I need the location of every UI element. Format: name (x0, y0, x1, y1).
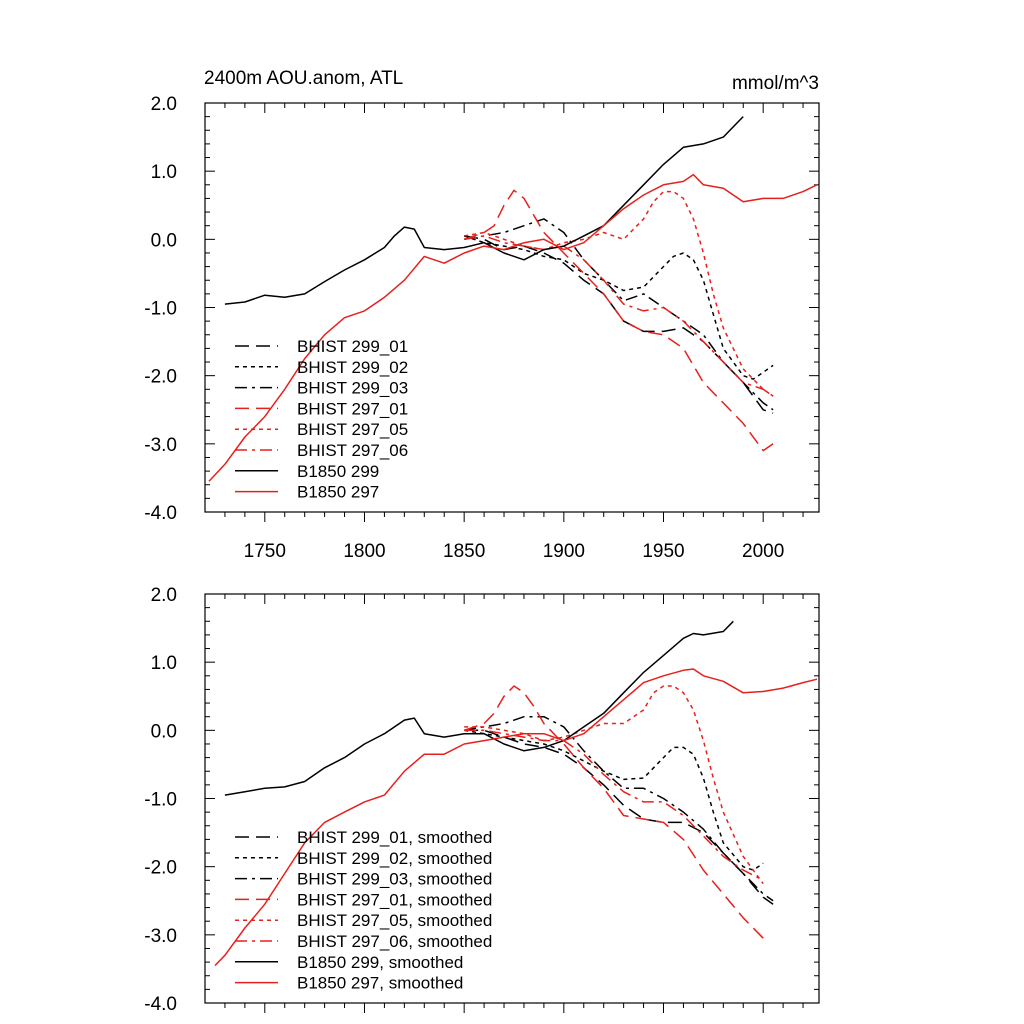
series-line (463, 685, 764, 939)
bottom-plot-panel: 2.0 1.0 0.0 -1.0 -2.0 -3.0 -4.0 BHIST 299_01, s… (144, 585, 820, 1015)
y-tick-label: -1.0 (144, 790, 177, 811)
x-tick-label: 1950 (642, 541, 684, 562)
x-tick-label: 1800 (343, 541, 385, 562)
y-tick-label: -3.0 (144, 435, 177, 456)
y-tick-label: 2.0 (151, 94, 177, 115)
series-line (464, 715, 774, 902)
series-line (464, 235, 774, 414)
series-line (464, 729, 764, 881)
legend-label: BHIST 299_02, smoothed (297, 849, 492, 868)
series-line (224, 116, 744, 305)
chart-title: 2400m AOU.anom, ATL (204, 68, 403, 89)
y-tick-label: 2.0 (151, 585, 177, 606)
legend-label: BHIST 297_06 (297, 441, 408, 460)
series-line (208, 173, 818, 482)
legend-label: BHIST 297_06, smoothed (297, 932, 492, 951)
series-line (463, 235, 774, 380)
legend-label: BHIST 299_03, smoothed (297, 870, 492, 889)
y-tick-label: 0.0 (151, 230, 177, 251)
legend-label: BHIST 297_01, smoothed (297, 890, 492, 909)
y-tick-label: -4.0 (144, 503, 177, 524)
x-tick-label: 1750 (244, 541, 286, 562)
legend-label: B1850 299, smoothed (297, 953, 463, 972)
y-tick-label: -3.0 (144, 926, 177, 947)
legend-label: BHIST 299_01, smoothed (297, 828, 492, 847)
legend-label: B1850 297, smoothed (297, 974, 463, 993)
y-tick-label: -1.0 (144, 299, 177, 320)
x-tick-label: 1900 (543, 541, 585, 562)
series-line (214, 668, 818, 967)
legend-label: BHIST 297_05 (297, 420, 408, 439)
legend-label: B1850 299 (297, 462, 379, 481)
top-plot-panel: 2.0 1.0 0.0 -1.0 -2.0 -3.0 -4.0 1750 1800 1850 190… (144, 94, 820, 562)
series-line (464, 235, 774, 397)
y-tick-label: -2.0 (144, 367, 177, 388)
y-tick-label: 1.0 (151, 162, 177, 183)
legend-label: BHIST 297_01 (297, 399, 408, 418)
series-line (464, 729, 764, 871)
series-line (463, 189, 774, 452)
legend-label: BHIST 299_01 (297, 337, 408, 356)
y-tick-label: -2.0 (144, 858, 177, 879)
legend-label: BHIST 297_05, smoothed (297, 911, 492, 930)
series-line (464, 729, 774, 905)
y-tick-label: 0.0 (151, 721, 177, 742)
legend-label: BHIST 299_02 (297, 358, 408, 377)
series-line (464, 685, 764, 885)
x-tick-label: 2000 (742, 541, 784, 562)
legend-label: B1850 297 (297, 483, 379, 502)
units-label: mmol/m^3 (732, 73, 819, 94)
y-tick-label: -4.0 (144, 994, 177, 1015)
legend-label: BHIST 299_03 (297, 379, 408, 398)
x-tick-label: 1850 (443, 541, 485, 562)
y-tick-label: 1.0 (151, 653, 177, 674)
series-line (224, 620, 734, 796)
